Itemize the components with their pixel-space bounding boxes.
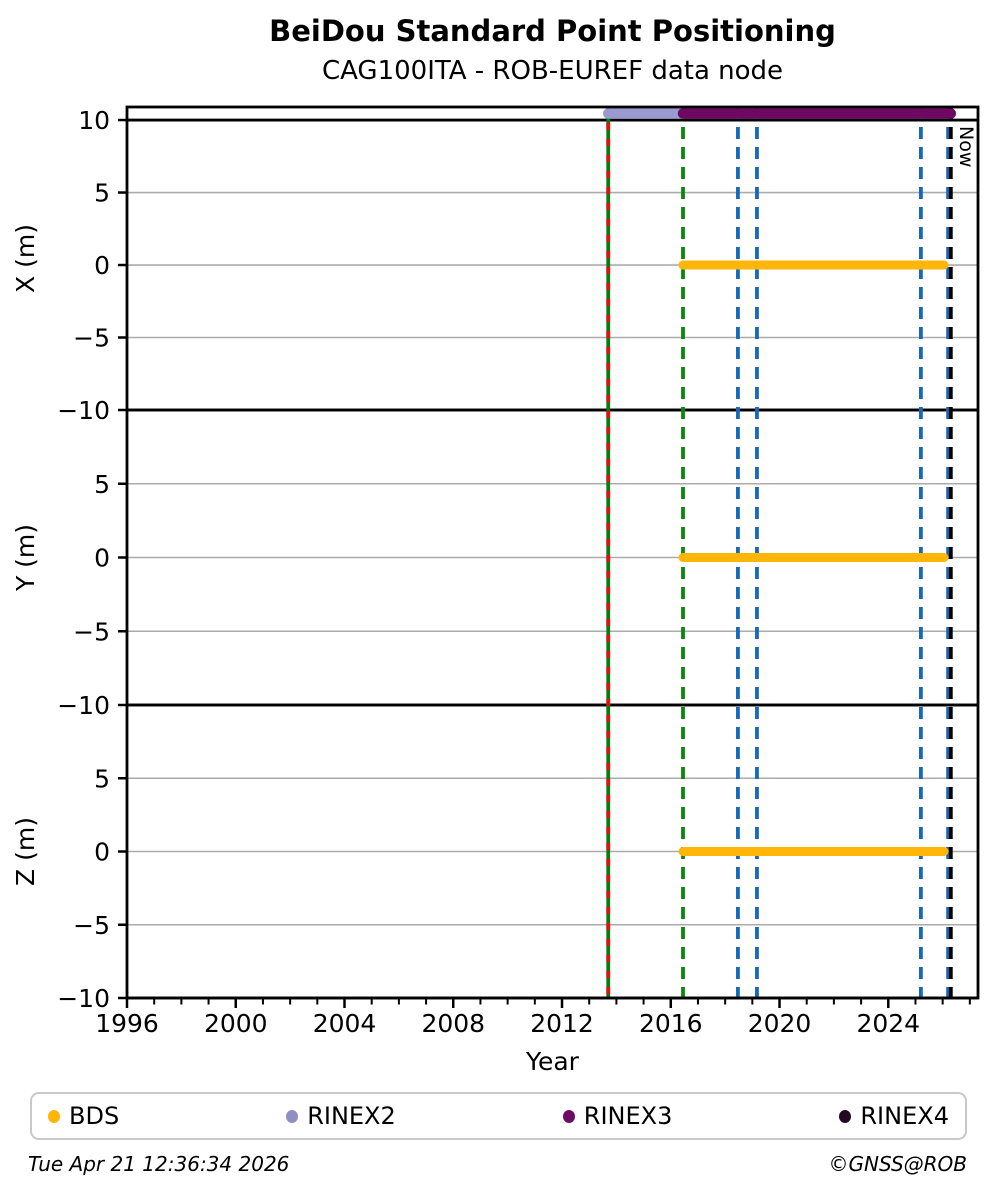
chart-title: BeiDou Standard Point Positioning [269, 14, 836, 48]
x-tick-label: 1996 [95, 1009, 159, 1038]
legend-label: RINEX4 [860, 1102, 949, 1130]
axes-spine [125, 105, 980, 1000]
plot-timestamp: Tue Apr 21 12:36:34 2026 [28, 1152, 290, 1176]
legend-label: RINEX3 [583, 1102, 673, 1130]
x-tick-label: 2008 [421, 1009, 485, 1038]
y-tick-label: −10 [57, 691, 110, 720]
y-tick-label: 10 [78, 106, 110, 135]
legend-item-rinex3: RINEX3 [562, 1102, 673, 1130]
bds-marker-icon [48, 1109, 60, 1123]
y-tick-label: 5 [94, 764, 110, 793]
y-tick-label: 0 [94, 544, 110, 573]
y-tick-label: 5 [94, 470, 110, 499]
x-axis-label: Year [525, 1047, 580, 1076]
x-tick-label: 2012 [530, 1009, 594, 1038]
rinex4-marker-icon [839, 1109, 852, 1123]
rinex2-marker-icon [286, 1109, 299, 1123]
y-axis-label: Y (m) [11, 524, 40, 592]
y-tick-label: −5 [73, 617, 110, 646]
legend-label: BDS [69, 1102, 120, 1130]
legend-label: RINEX2 [307, 1102, 396, 1130]
x-tick-label: 2016 [639, 1009, 703, 1038]
y-tick-label: −5 [73, 324, 110, 353]
y-axis-label: X (m) [11, 224, 40, 293]
y-tick-label: −10 [57, 396, 110, 425]
x-tick-label: 2000 [204, 1009, 268, 1038]
y-axis-label: Z (m) [11, 817, 40, 886]
x-tick-label: 2020 [748, 1009, 812, 1038]
rinex3-marker-icon [562, 1109, 575, 1123]
y-tick-label: −5 [73, 911, 110, 940]
legend-item-rinex4: RINEX4 [839, 1104, 949, 1128]
chart-subtitle: CAG100ITA - ROB-EUREF data node [321, 56, 784, 86]
legend: BDS RINEX2 RINEX3 RINEX4 [30, 1092, 967, 1140]
now-label: Now [955, 126, 977, 167]
copyright-label: ©GNSS@ROB [828, 1152, 968, 1176]
legend-item-bds: BDS [48, 1104, 119, 1128]
y-tick-label: −10 [57, 984, 110, 1013]
x-tick-label: 2004 [313, 1009, 377, 1038]
x-tick-label: 2024 [856, 1009, 920, 1038]
y-tick-label: 0 [94, 838, 110, 867]
y-tick-label: 0 [94, 251, 110, 280]
y-tick-label: 5 [94, 179, 110, 208]
legend-item-rinex2: RINEX2 [286, 1104, 396, 1128]
